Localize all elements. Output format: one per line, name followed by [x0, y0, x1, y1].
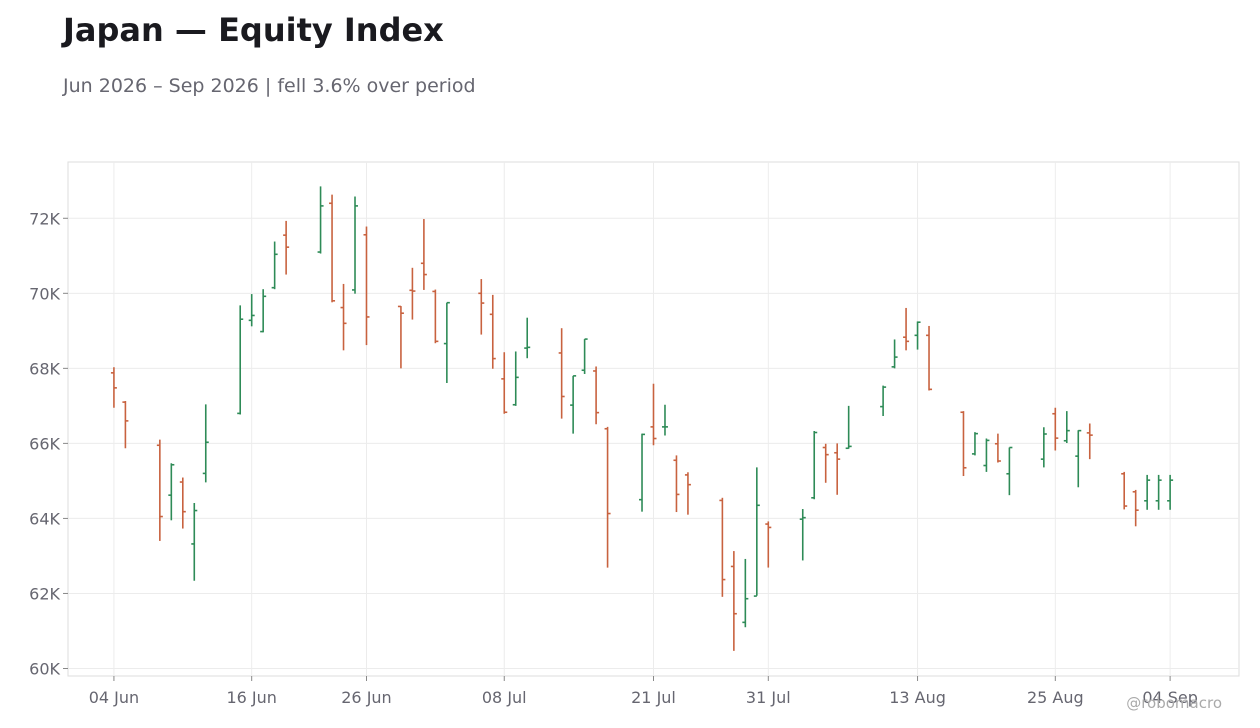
ohlc-bar: [317, 186, 324, 254]
x-tick-label: 25 Aug: [1027, 688, 1084, 707]
ohlc-bar: [673, 455, 680, 513]
ohlc-bar: [730, 551, 737, 651]
ohlc-bar: [1132, 489, 1139, 527]
ohlc-bar: [558, 328, 565, 419]
ohlc-bar: [168, 463, 175, 521]
x-tick-label: 31 Jul: [746, 688, 791, 707]
ohlc-bar: [237, 305, 244, 415]
ohlc-bar: [363, 226, 370, 346]
ohlc-bar: [443, 301, 450, 383]
ohlc-bar: [512, 351, 519, 406]
ohlc-bar: [501, 352, 508, 414]
y-tick-label: 72K: [29, 209, 60, 228]
ohlc-bar: [432, 289, 439, 344]
ohlc-bar: [719, 497, 726, 597]
ohlc-bar: [971, 432, 978, 456]
ohlc-bar: [960, 411, 967, 477]
ohlc-bar: [156, 439, 163, 541]
x-tick-label: 13 Aug: [889, 688, 946, 707]
ohlc-bar: [122, 400, 129, 449]
ohlc-bar: [329, 194, 336, 303]
ohlc-bar: [397, 305, 404, 369]
ohlc-bar: [1155, 474, 1162, 510]
ohlc-bar: [822, 443, 829, 483]
ohlc-bar: [914, 321, 921, 350]
ohlc-bar: [880, 385, 887, 416]
ohlc-bar: [271, 241, 278, 290]
ohlc-bar: [409, 267, 416, 320]
ohlc-bar: [903, 307, 910, 351]
ohlc-bar: [753, 467, 760, 597]
ohlc-bar: [742, 558, 749, 628]
ohlc-bar: [1040, 427, 1047, 468]
ohlc-bar: [283, 220, 290, 275]
ohlc-bar: [524, 317, 531, 359]
y-tick-label: 68K: [29, 359, 60, 378]
chart-subtitle: Jun 2026 – Sep 2026 | fell 3.6% over per…: [63, 75, 476, 97]
ohlc-bar: [1052, 407, 1059, 451]
y-tick-label: 62K: [29, 584, 60, 603]
ohlc-bar: [765, 521, 772, 568]
ohlc-bar: [604, 426, 611, 568]
ohlc-bar: [110, 367, 117, 408]
ohlc-bar: [340, 283, 347, 351]
ohlc-bar: [811, 431, 818, 500]
ohlc-bar: [1063, 411, 1070, 444]
ohlc-bar: [202, 404, 209, 483]
ohlc-bar: [420, 219, 427, 290]
ohlc-bar: [593, 366, 600, 425]
ohlc-bar: [489, 294, 496, 369]
x-tick-label: 26 Jun: [341, 688, 391, 707]
ohlc-bar: [639, 433, 646, 512]
y-tick-label: 60K: [29, 659, 60, 678]
ohlc-bar: [684, 472, 691, 515]
ohlc-bar: [179, 477, 186, 529]
ohlc-bar: [650, 383, 657, 446]
ohlc-bar: [1167, 474, 1174, 510]
y-axis: 60K 62K 64K 66K 68K 70K 72K: [29, 209, 68, 678]
x-tick-label: 04 Sep: [1142, 688, 1198, 707]
ohlc-bar: [1075, 429, 1082, 488]
ohlc-bar: [1086, 423, 1093, 460]
ohlc-bar: [661, 404, 668, 436]
ohlc-bar: [983, 438, 990, 472]
y-tick-label: 64K: [29, 509, 60, 528]
ohlc-bar: [1121, 471, 1128, 510]
ohlc-bar: [260, 289, 267, 333]
x-axis: 04 Jun 16 Jun 26 Jun 08 Jul 21 Jul 31 Jul 13 A…: [89, 676, 1198, 707]
ohlc-bar: [581, 338, 588, 374]
ohlc-bar: [191, 503, 198, 581]
chart-title: Japan — Equity Index: [63, 11, 444, 49]
x-tick-label: 21 Jul: [631, 688, 676, 707]
x-tick-label: 04 Jun: [89, 688, 139, 707]
ohlc-bar: [845, 405, 852, 450]
ohlc-bar: [926, 325, 933, 391]
ohlc-bar: [1144, 474, 1151, 510]
ohlc-series: [110, 186, 1174, 651]
ohlc-bar: [1006, 446, 1013, 496]
ohlc-bar: [834, 443, 841, 495]
ohlc-bar: [799, 509, 806, 561]
y-tick-label: 70K: [29, 284, 60, 303]
ohlc-bar: [478, 279, 485, 335]
ohlc-bar: [570, 375, 577, 434]
x-tick-label: 08 Jul: [482, 688, 527, 707]
watermark: @robomacro: [1126, 694, 1222, 712]
ohlc-bar: [248, 294, 255, 327]
ohlc-bar: [352, 196, 359, 294]
y-tick-label: 66K: [29, 434, 60, 453]
ohlc-bar: [891, 339, 898, 369]
x-tick-label: 16 Jun: [226, 688, 276, 707]
ohlc-bar: [994, 433, 1001, 463]
